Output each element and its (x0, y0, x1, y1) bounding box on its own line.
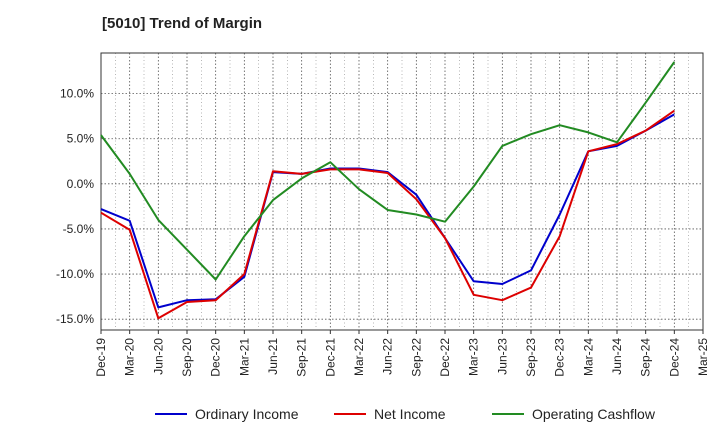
y-tick-label: -5.0% (63, 222, 95, 236)
legend-label: Operating Cashflow (532, 406, 656, 422)
x-tick-label: Mar-22 (352, 338, 366, 376)
x-tick-label: Jun-21 (266, 338, 280, 375)
x-tick-label: Mar-24 (581, 338, 595, 376)
x-tick-label: Dec-20 (209, 338, 223, 377)
series-line-net-income (100, 109, 675, 320)
x-tick-label: Sep-21 (295, 338, 309, 377)
x-tick-label: Jun-22 (381, 338, 395, 375)
x-tick-label: Sep-24 (639, 338, 653, 377)
plot-frame (100, 52, 704, 331)
x-tick-label: Sep-20 (180, 338, 194, 377)
y-tick-label: 0.0% (67, 177, 95, 191)
x-tick-label: Mar-20 (123, 338, 137, 376)
x-tick-label: Dec-23 (553, 338, 567, 377)
y-tick-label: -15.0% (56, 312, 94, 326)
x-tick-label: Mar-23 (467, 338, 481, 376)
x-tick-label: Jun-23 (495, 338, 509, 375)
y-tick-label: -10.0% (56, 267, 94, 281)
x-tick-label: Sep-22 (409, 338, 423, 377)
y-tick-label: 5.0% (67, 132, 95, 146)
series-line-operating-cashflow (100, 61, 676, 281)
y-tick-label: 10.0% (60, 87, 94, 101)
x-tick-label: Sep-23 (524, 338, 538, 377)
x-tick-label: Dec-22 (438, 338, 452, 377)
x-tick-label: Mar-21 (237, 338, 251, 376)
legend-label: Net Income (374, 406, 446, 422)
x-tick-label: Dec-19 (94, 338, 108, 377)
x-tick-label: Mar-25 (696, 338, 710, 376)
x-tick-label: Dec-24 (667, 338, 681, 377)
chart-title: [5010] Trend of Margin (102, 15, 263, 32)
x-tick-label: Jun-24 (610, 338, 624, 375)
x-tick-label: Jun-20 (151, 338, 165, 375)
legend-label: Ordinary Income (195, 406, 299, 422)
x-tick-label: Dec-21 (323, 338, 337, 377)
